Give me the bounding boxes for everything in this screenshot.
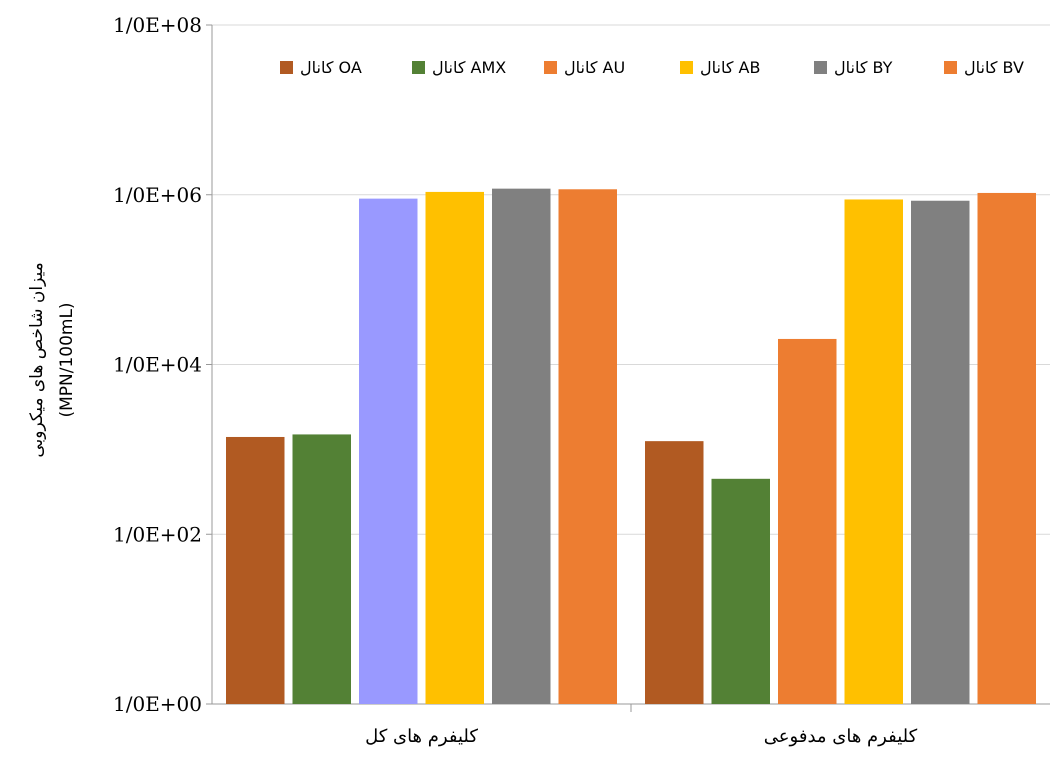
y-tick-label: 1/0E+04 — [113, 353, 202, 377]
legend-item: کانال BY — [814, 58, 893, 77]
legend-label: کانال AU — [564, 58, 625, 77]
axes — [211, 25, 1050, 712]
y-axis-label-line2: (MPN/100mL) — [57, 302, 77, 417]
legend-label: کانال BV — [964, 58, 1024, 77]
y-axis-label-line1: میزان شاخص های میکروبی — [27, 262, 47, 457]
bar — [977, 192, 1036, 705]
legend-swatch — [814, 61, 827, 74]
x-category-labels: کلیفرم های کل کلیفرم های مدفوعی — [365, 726, 918, 747]
legend-label: کانال OA — [300, 58, 362, 77]
legend-item: کانال AU — [544, 58, 625, 77]
bar — [844, 199, 903, 704]
legend-label: کانال BY — [834, 58, 893, 77]
y-axis-label: میزان شاخص های میکروبی (MPN/100mL) — [27, 262, 77, 457]
bars — [226, 188, 1036, 705]
y-tick-labels: 1/0E+00 1/0E+02 1/0E+04 1/0E+06 1/0E+08 — [113, 13, 202, 716]
legend-swatch — [412, 61, 425, 74]
legend-swatch — [944, 61, 957, 74]
legend-item: کانال AMX — [412, 58, 506, 77]
legend-swatch — [680, 61, 693, 74]
y-tick-label: 1/0E+02 — [113, 522, 202, 546]
legend-label: کانال AMX — [432, 58, 506, 77]
bar — [226, 436, 285, 704]
legend-label: کانال AB — [700, 58, 760, 77]
bar — [492, 188, 551, 704]
bar — [911, 200, 970, 704]
legend-item: کانال BV — [944, 58, 1024, 77]
legend-item: کانال OA — [280, 58, 362, 77]
x-category-label: کلیفرم های مدفوعی — [764, 726, 918, 747]
legend-item: کانال AB — [680, 58, 760, 77]
x-category-label: کلیفرم های کل — [365, 726, 478, 747]
legend: کانال OA کانال AMX کانال AU کانال AB کانال B… — [280, 58, 1024, 77]
bar — [558, 189, 617, 705]
y-tick-label: 1/0E+08 — [113, 13, 202, 37]
legend-swatch — [280, 61, 293, 74]
bar — [425, 191, 484, 705]
bar — [778, 338, 837, 704]
bar — [645, 441, 704, 704]
bar — [711, 478, 770, 704]
bar — [359, 198, 418, 704]
legend-swatch — [544, 61, 557, 74]
y-tick-label: 1/0E+06 — [113, 183, 202, 207]
y-tick-label: 1/0E+00 — [113, 692, 202, 716]
bar — [292, 434, 351, 704]
